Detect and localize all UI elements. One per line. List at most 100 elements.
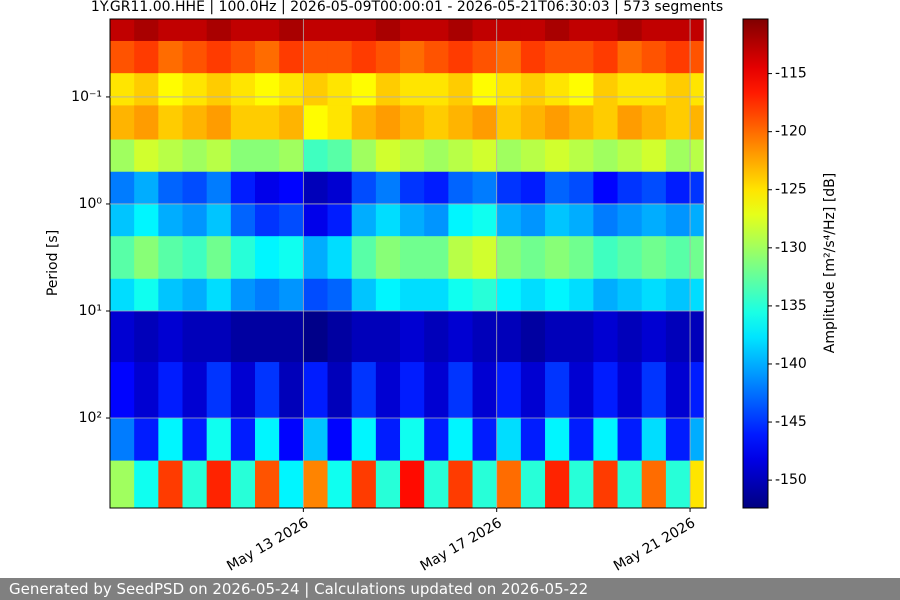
- heatmap-cell: [110, 310, 135, 363]
- heatmap-cell: [351, 203, 377, 237]
- heatmap-cell: [206, 418, 232, 462]
- colorbar-tick-label: -150: [775, 472, 807, 488]
- heatmap-cell: [641, 418, 667, 462]
- heatmap-cell: [255, 362, 280, 419]
- heatmap-cell: [545, 310, 570, 363]
- heatmap-cell: [424, 171, 449, 205]
- heatmap-cell: [255, 203, 280, 237]
- colorbar-tick-label: -115: [775, 66, 807, 82]
- heatmap-cell: [593, 278, 619, 312]
- x-tick-label: May 17 2026: [418, 515, 505, 575]
- heatmap-cell: [593, 73, 619, 106]
- heatmap-cell: [520, 278, 546, 312]
- heatmap-cell: [327, 139, 353, 173]
- heatmap-cell: [569, 362, 594, 419]
- heatmap-cell: [158, 418, 184, 462]
- heatmap-cell: [230, 362, 256, 419]
- heatmap-cell: [134, 236, 159, 280]
- heatmap-cell: [279, 105, 304, 141]
- heatmap-cell: [351, 40, 377, 74]
- heatmap-cell: [448, 171, 474, 205]
- heatmap-cell: [230, 236, 256, 280]
- heatmap-cell: [182, 310, 208, 363]
- heatmap-cell: [641, 73, 667, 106]
- heatmap-cell: [472, 171, 498, 205]
- heatmap-cell: [593, 105, 619, 141]
- heatmap-cell: [593, 171, 619, 205]
- heatmap-cell: [617, 236, 643, 280]
- y-tick-label: 10²: [79, 410, 102, 426]
- heatmap-cell: [593, 418, 619, 462]
- heatmap-cell: [182, 139, 208, 173]
- heatmap-cell: [617, 73, 643, 106]
- heatmap-cell: [375, 40, 401, 74]
- heatmap-cell: [255, 19, 280, 42]
- heatmap-cell: [617, 203, 643, 237]
- y-axis-label: Period [s]: [45, 230, 61, 296]
- heatmap-cell: [303, 73, 329, 106]
- heatmap-cell: [110, 278, 135, 312]
- heatmap-cell: [641, 105, 667, 141]
- heatmap-cell: [424, 203, 449, 237]
- heatmap-cell: [110, 236, 135, 280]
- heatmap-cell: [690, 460, 704, 509]
- heatmap-cell: [303, 105, 329, 141]
- heatmap-cell: [665, 278, 691, 312]
- heatmap-cell: [690, 171, 704, 205]
- heatmap-cell: [206, 105, 232, 141]
- heatmap-cell: [424, 362, 449, 419]
- heatmap-cell: [496, 310, 522, 363]
- heatmap-cell: [545, 40, 570, 74]
- heatmap-cell: [641, 203, 667, 237]
- heatmap-cell: [569, 40, 594, 74]
- heatmap-cell: [206, 460, 232, 509]
- heatmap-cell: [327, 73, 353, 106]
- heatmap-cell: [255, 105, 280, 141]
- heatmap-cell: [448, 203, 474, 237]
- heatmap-cell: [158, 139, 184, 173]
- heatmap-cell: [230, 139, 256, 173]
- heatmap-cell: [593, 236, 619, 280]
- heatmap-cell: [351, 105, 377, 141]
- heatmap-cell: [569, 171, 594, 205]
- heatmap-cell: [520, 40, 546, 74]
- heatmap-cell: [424, 236, 449, 280]
- colorbar-label: Amplitude [m²/s⁴/Hz] [dB]: [822, 173, 838, 353]
- heatmap-cell: [520, 362, 546, 419]
- heatmap-cell: [472, 19, 498, 42]
- heatmap-cell: [375, 171, 401, 205]
- heatmap-cell: [230, 278, 256, 312]
- heatmap-cell: [448, 460, 474, 509]
- heatmap-cell: [303, 40, 329, 74]
- heatmap-cell: [520, 236, 546, 280]
- heatmap-cell: [593, 139, 619, 173]
- heatmap-cell: [424, 19, 449, 42]
- heatmap-cell: [327, 418, 353, 462]
- heatmap-cell: [593, 460, 619, 509]
- heatmap-cell: [617, 362, 643, 419]
- heatmap-cell: [617, 40, 643, 74]
- heatmap-cell: [545, 278, 570, 312]
- heatmap-cell: [327, 460, 353, 509]
- heatmap-cell: [158, 19, 184, 42]
- heatmap-cell: [641, 460, 667, 509]
- heatmap-cell: [110, 73, 135, 106]
- heatmap-cell: [110, 40, 135, 74]
- heatmap-cell: [448, 310, 474, 363]
- heatmap-cell: [351, 460, 377, 509]
- heatmap-cell: [569, 105, 594, 141]
- heatmap-cell: [641, 40, 667, 74]
- heatmap-cell: [545, 171, 570, 205]
- heatmap-cell: [134, 171, 159, 205]
- heatmap-cell: [351, 278, 377, 312]
- colorbar-tick-label: -145: [775, 414, 807, 430]
- heatmap-cell: [496, 460, 522, 509]
- heatmap-cell: [424, 310, 449, 363]
- heatmap-cell: [375, 278, 401, 312]
- heatmap-cell: [110, 139, 135, 173]
- heatmap-cell: [182, 418, 208, 462]
- heatmap-cell: [279, 310, 304, 363]
- heatmap-cell: [496, 171, 522, 205]
- heatmap-cell: [424, 40, 449, 74]
